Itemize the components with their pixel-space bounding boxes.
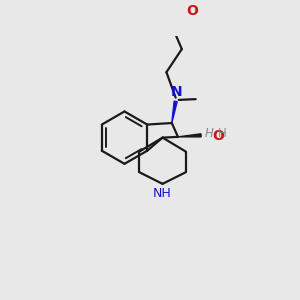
- Text: NH: NH: [153, 187, 172, 200]
- Text: O: O: [187, 4, 199, 18]
- Text: H: H: [205, 127, 214, 140]
- Text: H: H: [218, 127, 227, 140]
- Text: N: N: [171, 85, 182, 99]
- Polygon shape: [172, 101, 177, 123]
- Text: O: O: [212, 129, 224, 143]
- Polygon shape: [178, 134, 201, 137]
